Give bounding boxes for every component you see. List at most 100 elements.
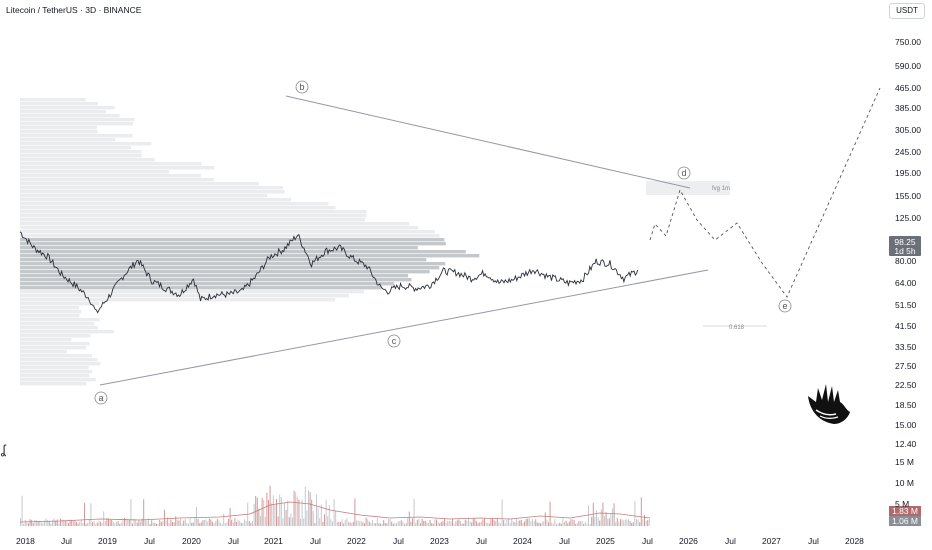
volume-bar: [490, 519, 492, 526]
volume-bar: [556, 523, 557, 526]
volume-bar: [600, 509, 602, 526]
time-tick: Jul: [642, 536, 653, 546]
time-tick: 2023: [430, 536, 449, 546]
volume-profile-row: [20, 334, 91, 338]
volume-bar: [136, 522, 138, 526]
volume-profile-row: [20, 130, 98, 134]
volume-bar: [112, 521, 114, 526]
volume-bar: [589, 524, 591, 526]
volume-bar: [391, 521, 393, 526]
volume-bar: [504, 523, 506, 526]
volume-bar: [61, 519, 63, 526]
volume-bar: [204, 520, 205, 526]
volume-bar: [36, 520, 37, 526]
volume-bar: [228, 518, 229, 526]
volume-bar: [460, 521, 461, 526]
volume-bar: [605, 512, 607, 526]
volume-bar: [436, 519, 437, 526]
volume-bar: [298, 499, 300, 526]
volume-bar: [268, 499, 269, 526]
volume-bar: [207, 521, 209, 526]
volume-bars: [20, 485, 650, 526]
upper-trendline[interactable]: [285, 95, 691, 189]
volume-bar: [189, 518, 191, 526]
volume-profile-row: [20, 246, 418, 250]
chart-title: Litecoin / TetherUS · 3D · BINANCE: [6, 5, 142, 15]
volume-bar: [232, 522, 234, 526]
volume-bar: [82, 523, 84, 526]
volume-bar: [468, 518, 469, 526]
volume-bar: [509, 522, 511, 526]
price-tick: 51.50: [895, 300, 917, 310]
volume-bar: [68, 523, 69, 526]
volume-bar: [197, 518, 199, 526]
time-tick: Jul: [725, 536, 736, 546]
volume-bar: [482, 519, 484, 526]
volume-bar: [237, 519, 239, 526]
currency-button[interactable]: USDT: [889, 3, 925, 19]
volume-bar: [60, 518, 61, 526]
volume-bar: [415, 522, 417, 526]
volume-profile-row: [20, 338, 72, 342]
price-series-line: [19, 231, 639, 314]
volume-bar: [314, 523, 316, 526]
volume-bar: [349, 522, 351, 526]
author-logo: [808, 384, 850, 424]
volume-bar: [376, 518, 378, 526]
volume-bar: [173, 522, 175, 526]
volume-profile-row: [20, 234, 440, 238]
volume-bar: [631, 522, 633, 526]
volume-profile-row: [20, 362, 101, 366]
volume-bar: [85, 523, 87, 526]
time-tick: 2027: [762, 536, 781, 546]
volume-profile-row: [20, 122, 133, 126]
volume-bar: [416, 519, 418, 526]
volume-bar: [565, 520, 567, 526]
volume-bar: [69, 519, 71, 526]
time-axis[interactable]: 2018 Jul 2019 Jul 2020 Jul 2021 Jul 2022…: [16, 536, 864, 546]
volume-bar: [248, 521, 250, 526]
volume-bar: [538, 522, 540, 526]
volume-bar: [360, 520, 362, 526]
volume-bar: [562, 518, 564, 526]
volume-bar: [352, 521, 354, 526]
volume-bar: [231, 519, 233, 526]
volume-bar: [378, 523, 380, 526]
volume-bar: [628, 519, 629, 526]
volume-bar: [194, 518, 196, 526]
volume-bar: [528, 518, 530, 526]
volume-bar: [28, 523, 29, 526]
volume-bar: [221, 523, 223, 526]
volume-bar: [125, 519, 127, 526]
volume-bar: [380, 523, 381, 526]
volume-profile-row: [20, 302, 100, 306]
volume-bar: [362, 522, 364, 526]
volume-profile-row: [20, 294, 349, 298]
volume-bar: [594, 516, 596, 526]
volume-bar: [386, 523, 388, 526]
volume-profile-row: [20, 170, 170, 174]
volume-bar: [151, 520, 153, 526]
volume-profile-row: [20, 282, 395, 286]
volume-bar: [575, 523, 577, 526]
volume-profile-row: [20, 258, 427, 262]
volume-bar: [367, 519, 369, 526]
volume-bar: [239, 520, 241, 526]
price-tick: 15.00: [895, 420, 917, 430]
volume-bar: [76, 522, 77, 526]
volume-bar: [250, 522, 252, 526]
volume-bar: [348, 521, 349, 526]
projection-path[interactable]: [649, 87, 881, 298]
volume-profile-row: [20, 106, 115, 110]
price-axis[interactable]: 750.00 590.00 465.00 385.00 305.00 245.0…: [895, 37, 921, 509]
volume-bar: [365, 517, 367, 526]
volume-bar: [423, 520, 425, 526]
volume-profile-row: [20, 202, 329, 206]
time-tick: 2019: [98, 536, 117, 546]
volume-bar: [442, 521, 444, 526]
volume-bar: [613, 503, 615, 526]
lower-trendline[interactable]: [99, 269, 709, 386]
volume-bar: [317, 508, 319, 526]
volume-bar: [212, 521, 213, 526]
